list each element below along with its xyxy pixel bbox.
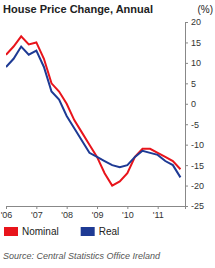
- y-tick: 20: [185, 17, 201, 27]
- series-line: [6, 36, 180, 185]
- y-tick: 10: [185, 58, 201, 68]
- x-tick-mark: [97, 206, 98, 209]
- x-tick: '07: [31, 206, 43, 220]
- title: House Price Change, Annual: [3, 3, 153, 15]
- y-tick-mark: [185, 42, 188, 43]
- x-tick-mark: [67, 206, 68, 209]
- legend-swatch: [4, 227, 18, 236]
- x-axis-line: [7, 207, 186, 210]
- y-tick-mark: [185, 165, 188, 166]
- x-tick: '08: [61, 206, 73, 220]
- y-tick-mark: [185, 145, 188, 146]
- y-tick: 5: [185, 79, 196, 89]
- x-tick-label: '08: [61, 210, 73, 220]
- y-tick: 0: [185, 99, 196, 109]
- y-tick-label: -5: [191, 120, 199, 130]
- x-tick-mark: [127, 206, 128, 209]
- y-tick-label: -15: [191, 160, 204, 170]
- y-tick-label: 20: [191, 17, 201, 27]
- legend-swatch: [81, 227, 95, 236]
- x-tick-label: '07: [31, 210, 43, 220]
- y-tick-mark: [185, 186, 188, 187]
- y-tick-label: -20: [191, 181, 204, 191]
- y-tick-label: 10: [191, 58, 201, 68]
- y-tick-label: 15: [191, 38, 201, 48]
- x-tick: '06: [1, 206, 13, 220]
- y-tick-mark: [185, 104, 188, 105]
- y-tick-mark: [185, 124, 188, 125]
- x-tick-mark: [36, 206, 37, 209]
- y-tick: -15: [185, 160, 204, 170]
- x-axis: '06 '07 '08 '09 '10 '11: [1, 206, 186, 220]
- series-lines: [6, 36, 180, 185]
- x-tick: '09: [92, 206, 104, 220]
- y-axis-label: (%): [197, 4, 213, 15]
- y-tick-label: -10: [191, 140, 204, 150]
- chart: House Price Change, Annual (%) 20 15 10 5 0 -5 -…: [0, 0, 215, 268]
- y-tick: -20: [185, 181, 204, 191]
- plot: 20 15 10 5 0 -5 -10 -15 -20 -25 '06 '07 '08 '09 '10 '11: [1, 17, 204, 220]
- y-tick: -25: [185, 201, 204, 211]
- legend-label: Real: [99, 226, 120, 237]
- y-tick-mark: [185, 83, 188, 84]
- x-tick: '10: [122, 206, 134, 220]
- y-tick-mark: [185, 63, 188, 64]
- x-tick-mark: [6, 206, 7, 209]
- y-tick: 15: [185, 38, 201, 48]
- x-tick: '11: [153, 206, 164, 220]
- y-tick-label: 0: [191, 99, 196, 109]
- y-tick-label: 5: [191, 79, 196, 89]
- x-tick-label: '09: [92, 210, 104, 220]
- x-tick-label: '06: [1, 210, 13, 220]
- y-tick: -5: [185, 120, 199, 130]
- source: Source: Central Statistics Office Irelan…: [3, 251, 161, 261]
- y-axis: 20 15 10 5 0 -5 -10 -15 -20 -25: [185, 17, 204, 211]
- y-axis-line: [186, 23, 189, 207]
- legend: Nominal Real: [4, 226, 119, 237]
- x-tick-mark: [158, 206, 159, 209]
- y-tick: -10: [185, 140, 204, 150]
- series-line: [6, 47, 180, 178]
- y-tick-label: -25: [191, 201, 204, 211]
- x-tick-label: '11: [153, 210, 164, 220]
- legend-label: Nominal: [22, 226, 59, 237]
- y-tick-mark: [185, 22, 188, 23]
- x-tick-label: '10: [122, 210, 134, 220]
